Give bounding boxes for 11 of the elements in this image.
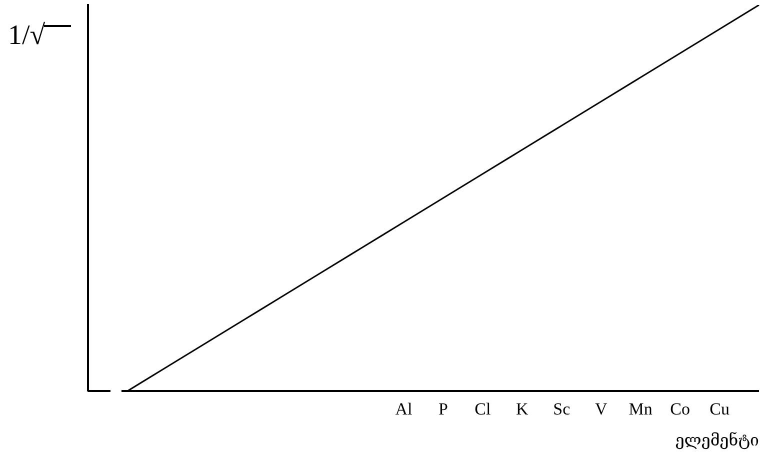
x-tick-label: V [594, 400, 608, 419]
x-tick-label: K [516, 400, 530, 419]
x-tick-label: Sc [553, 400, 571, 419]
x-tick-label: Cl [474, 400, 492, 419]
x-tick-label: Al [395, 400, 413, 419]
x-tick-label: Co [670, 400, 690, 419]
x-tick-label: Mn [628, 400, 653, 419]
x-axis-title: ელემენტი [675, 430, 760, 450]
x-tick-label: P [438, 400, 448, 419]
y-axis-title: 1/√ [8, 20, 72, 52]
x-tick-label: Cu [710, 400, 730, 419]
